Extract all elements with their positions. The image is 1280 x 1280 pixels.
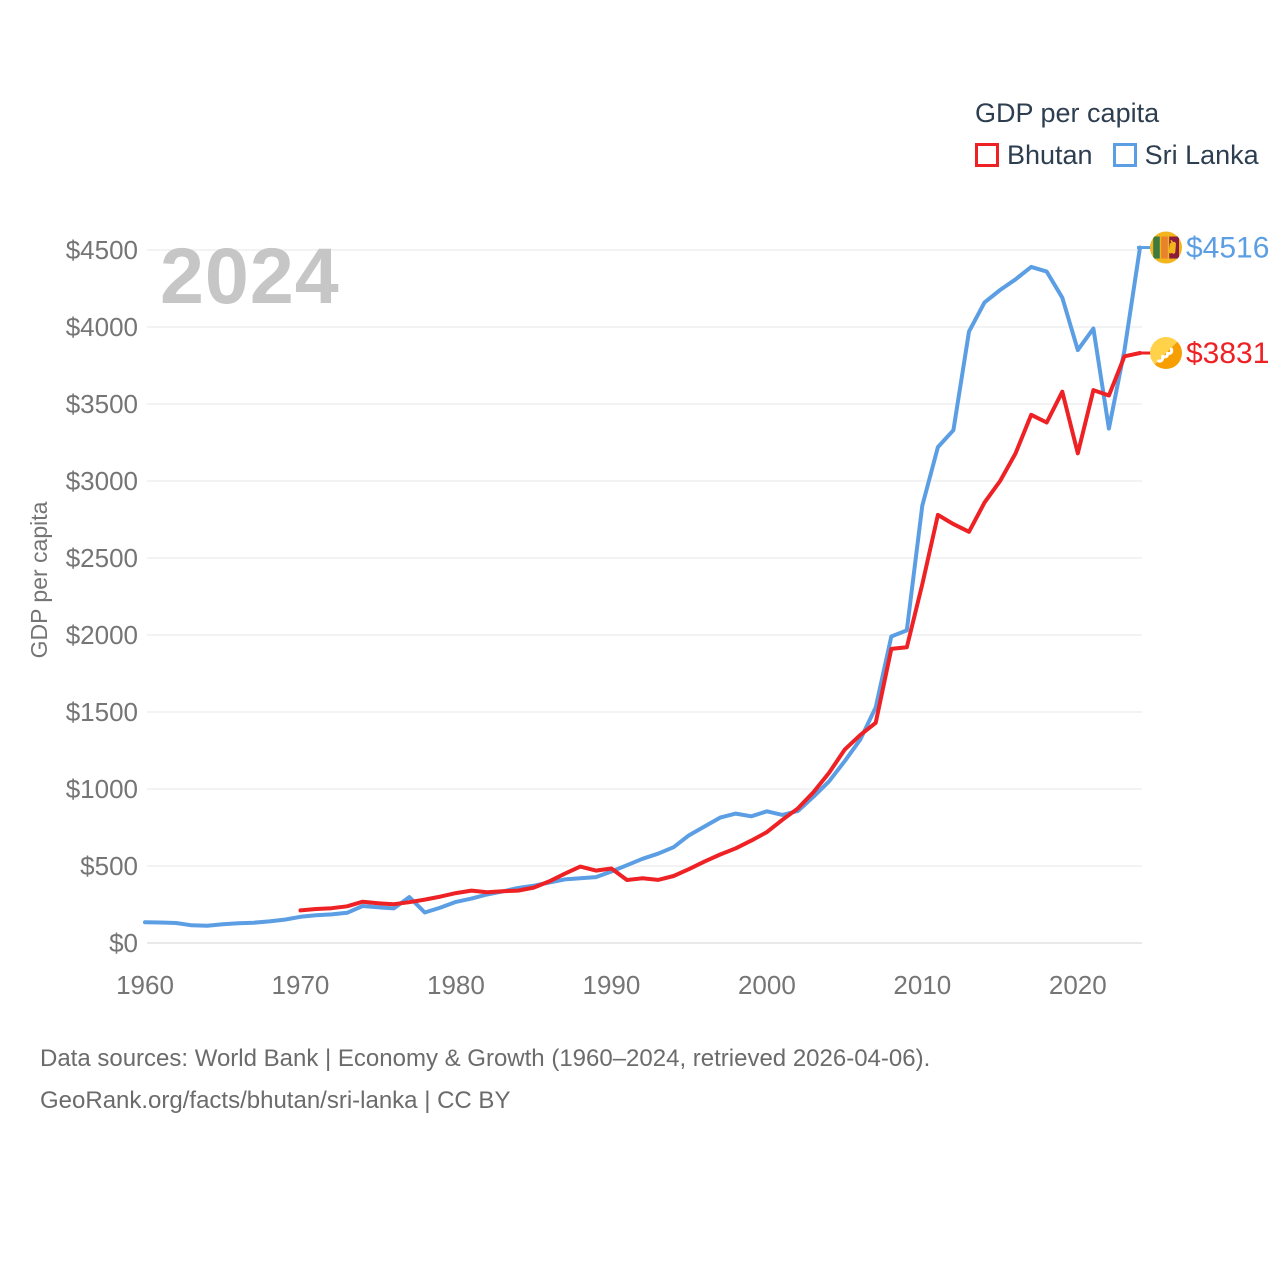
sri-lanka-flag-icon: [1150, 231, 1182, 264]
footer-attribution: GeoRank.org/facts/bhutan/sri-lanka | CC …: [40, 1087, 511, 1114]
y-tick-label: $3000: [66, 466, 138, 496]
sri-lanka-end-value: $4516: [1186, 232, 1269, 265]
bhutan-line[interactable]: [298, 351, 1142, 913]
x-tick-label: 2010: [893, 970, 951, 1000]
x-tick-label: 1960: [116, 970, 174, 1000]
y-tick-label: $4500: [66, 235, 138, 265]
legend-item-sri-lanka[interactable]: Sri Lanka: [1112, 139, 1259, 171]
x-tick-label: 1970: [272, 970, 330, 1000]
y-tick-label: $4000: [66, 312, 138, 342]
footer-sources: Data sources: World Bank | Economy & Gro…: [40, 1045, 931, 1072]
legend-item-label: Bhutan: [1007, 139, 1093, 170]
bhutan-swatch: [975, 143, 999, 168]
year-watermark: 2024: [160, 231, 340, 320]
grid-layer: [147, 249, 1142, 944]
y-tick-label: $3500: [66, 389, 138, 419]
x-tick-label: 1990: [582, 970, 640, 1000]
y-tick-label: $0: [109, 928, 138, 958]
bhutan-end-value: $3831: [1186, 337, 1269, 370]
footer: Data sources: World Bank | Economy & Gro…: [40, 1038, 930, 1122]
sri-lanka-swatch: [1112, 143, 1137, 168]
legend-items: Bhutan Sri Lanka: [975, 140, 1259, 171]
legend: GDP per capita Bhutan Sri Lanka: [975, 98, 1259, 171]
y-tick-label: $500: [80, 851, 138, 881]
y-tick-label: $1500: [66, 697, 138, 727]
legend-title: GDP per capita: [975, 98, 1160, 128]
legend-item-bhutan[interactable]: Bhutan: [975, 140, 1093, 171]
annotation-layer: $3831 $4516: [1137, 232, 1269, 370]
y-tick-label: $2000: [66, 620, 138, 650]
sri-lanka-line[interactable]: [143, 245, 1142, 928]
axis-layer: $0 $500 $1000 $1500 $2000 $2500 $3000 $3500 $400…: [26, 235, 1107, 1000]
x-tick-label: 2020: [1049, 970, 1107, 1000]
x-tick-label: 2000: [738, 970, 796, 1000]
y-axis-title: GDP per capita: [26, 501, 52, 658]
legend-item-label: Sri Lanka: [1144, 139, 1259, 170]
bhutan-flag-icon: [1150, 337, 1182, 370]
y-tick-label: $1000: [66, 774, 138, 804]
y-tick-label: $2500: [66, 543, 138, 573]
series-layer: [143, 245, 1142, 928]
x-tick-label: 1980: [427, 970, 485, 1000]
